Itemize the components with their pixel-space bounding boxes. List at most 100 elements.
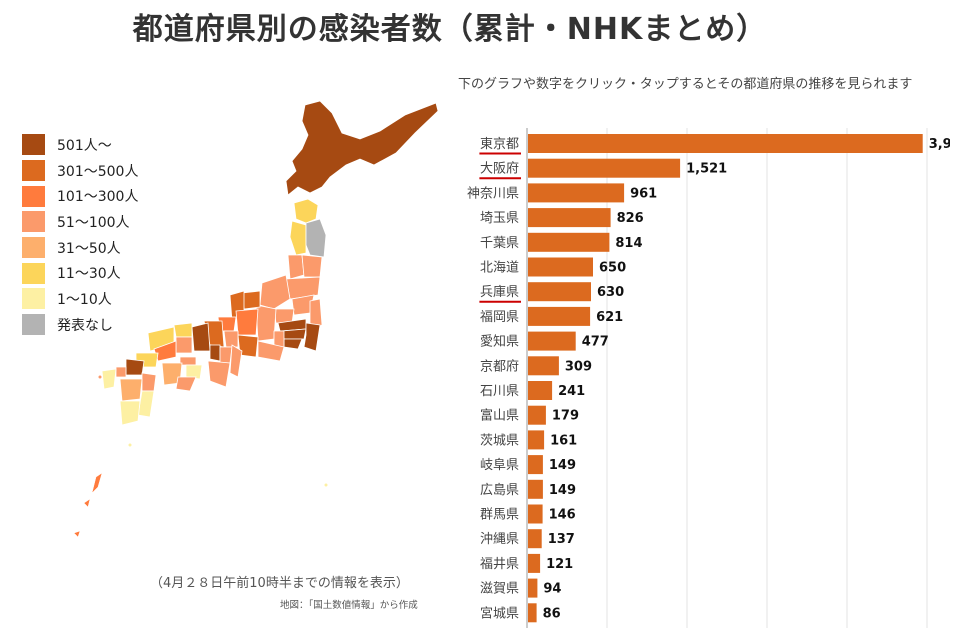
map-region-fukushima[interactable] — [285, 276, 321, 300]
bar-6[interactable] — [528, 257, 593, 277]
bar-value-label[interactable]: 3,947 — [929, 137, 950, 152]
bar-category-label[interactable]: 群馬県 — [480, 508, 519, 523]
map-region-tottori[interactable] — [173, 322, 193, 338]
bar-category-label[interactable]: 宮城県 — [480, 605, 519, 621]
map-region-osaka[interactable] — [209, 344, 221, 362]
bar-20[interactable] — [528, 603, 537, 623]
bar-16[interactable] — [528, 504, 543, 524]
bar-value-label[interactable]: 650 — [599, 261, 626, 276]
map-region-hyogo[interactable] — [191, 322, 211, 352]
bar-value-label[interactable]: 94 — [543, 582, 561, 597]
map-region-tokushima[interactable] — [185, 364, 203, 380]
bar-value-label[interactable]: 241 — [558, 384, 585, 399]
map-region-oita[interactable] — [141, 372, 157, 392]
bar-value-label[interactable]: 86 — [543, 606, 561, 621]
map-region-yamagata[interactable] — [287, 254, 305, 280]
map-region-toyama[interactable] — [241, 290, 261, 310]
bar-category-label[interactable]: 京都府 — [480, 359, 519, 374]
bar-value-label[interactable]: 814 — [615, 236, 642, 251]
bar-13[interactable] — [528, 430, 545, 450]
bar-10[interactable] — [528, 356, 559, 376]
map-region-hokkaido[interactable] — [285, 100, 439, 196]
bar-category-label[interactable]: 愛知県 — [480, 334, 519, 350]
bar-value-label[interactable]: 137 — [548, 532, 575, 547]
bar-value-label[interactable]: 161 — [550, 433, 577, 448]
map-region-gifu[interactable] — [235, 308, 259, 336]
bar-value-label[interactable]: 179 — [552, 409, 579, 424]
bar-12[interactable] — [528, 405, 546, 425]
map-region-saga[interactable] — [115, 366, 127, 378]
map-region-shizuoka[interactable] — [257, 340, 285, 362]
bar-category-label[interactable]: 神奈川県 — [467, 186, 519, 201]
bar-value-label[interactable]: 1,521 — [686, 162, 727, 177]
bar-7[interactable] — [528, 282, 591, 302]
bar-value-label[interactable]: 630 — [597, 285, 624, 300]
map-region-aichi[interactable] — [237, 334, 259, 358]
map-region-nagasaki[interactable] — [101, 368, 117, 390]
bar-category-label[interactable]: 東京都 — [480, 136, 519, 152]
bar-5[interactable] — [528, 232, 610, 252]
bar-category-label[interactable]: 埼玉県 — [480, 211, 519, 226]
bar-category-label[interactable]: 千葉県 — [480, 236, 519, 251]
map-region-mie[interactable] — [229, 344, 243, 378]
map-region-tokyo[interactable] — [281, 328, 307, 340]
map-region-iwate[interactable] — [305, 218, 327, 258]
bar-value-label[interactable]: 121 — [546, 557, 573, 572]
bar-value-label[interactable]: 477 — [582, 335, 609, 350]
bar-category-label[interactable]: 広島県 — [480, 483, 519, 498]
bar-11[interactable] — [528, 381, 553, 400]
bar-3[interactable] — [528, 183, 625, 203]
bar-value-label[interactable]: 309 — [565, 359, 592, 374]
map-region-chiba[interactable] — [303, 322, 321, 352]
bar-category-label[interactable]: 兵庫県 — [480, 285, 519, 300]
bar-1[interactable] — [528, 134, 923, 153]
bar-category-label[interactable]: 岐阜県 — [480, 457, 519, 473]
map-region-shiga[interactable] — [223, 330, 239, 348]
map-region-okinawa[interactable] — [73, 472, 103, 538]
bar-category-label[interactable]: 沖縄県 — [480, 532, 519, 547]
map-region-kochi[interactable] — [175, 376, 197, 392]
map-region-aomori[interactable] — [293, 198, 319, 224]
bar-category-label[interactable]: 福岡県 — [480, 310, 519, 325]
bar-category-label[interactable]: 石川県 — [480, 384, 519, 399]
bar-value-label[interactable]: 149 — [549, 458, 576, 473]
map-region-wakayama[interactable] — [207, 360, 231, 388]
map-region-kagawa[interactable] — [179, 356, 197, 366]
bar-14[interactable] — [528, 455, 543, 475]
map-region-ibaraki[interactable] — [309, 298, 323, 332]
map-region-kagoshima[interactable] — [119, 400, 141, 426]
bar-category-label[interactable]: 北海道 — [480, 261, 519, 276]
bar-2[interactable] — [528, 158, 681, 178]
bar-category-label[interactable]: 茨城県 — [480, 433, 519, 448]
bar-category-label[interactable]: 富山県 — [480, 408, 519, 424]
map-region-akita[interactable] — [289, 220, 307, 256]
map-region-okayama[interactable] — [175, 336, 193, 354]
japan-choropleth-map[interactable] — [70, 95, 450, 555]
map-region-yamanashi[interactable] — [273, 330, 285, 348]
bar-19[interactable] — [528, 578, 538, 598]
bar-9[interactable] — [528, 331, 576, 351]
map-region-kumamoto[interactable] — [119, 378, 143, 402]
map-region-fukuoka[interactable] — [125, 358, 145, 376]
prefecture-bar-chart[interactable]: 東京都 3,947 大阪府 1,521 神奈川県 961 埼玉県 826 千葉県 814 北海道 65… — [450, 128, 950, 628]
map-region-nara[interactable] — [219, 346, 233, 364]
bar-15[interactable] — [528, 479, 543, 499]
bar-value-label[interactable]: 826 — [617, 211, 644, 226]
map-region-miyagi[interactable] — [301, 254, 323, 278]
page-title: 都道府県別の感染者数（累計・NHKまとめ） — [132, 12, 768, 47]
map-region-niigata[interactable] — [259, 274, 291, 310]
bar-8[interactable] — [528, 306, 591, 326]
bar-17[interactable] — [528, 529, 542, 549]
map-region-nagano[interactable] — [255, 304, 277, 342]
bar-value-label[interactable]: 149 — [549, 483, 576, 498]
bar-4[interactable] — [528, 208, 611, 228]
map-region-kanagawa[interactable] — [283, 338, 303, 350]
bar-category-label[interactable]: 滋賀県 — [480, 582, 519, 597]
bar-18[interactable] — [528, 553, 541, 573]
bar-value-label[interactable]: 621 — [596, 310, 623, 325]
bar-value-label[interactable]: 146 — [549, 508, 576, 523]
bar-value-label[interactable]: 961 — [630, 186, 657, 201]
bar-category-label[interactable]: 福井県 — [480, 557, 519, 572]
bar-category-label[interactable]: 大阪府 — [480, 162, 519, 177]
map-credit: 地図：「国土数値情報」から作成 — [280, 600, 418, 611]
